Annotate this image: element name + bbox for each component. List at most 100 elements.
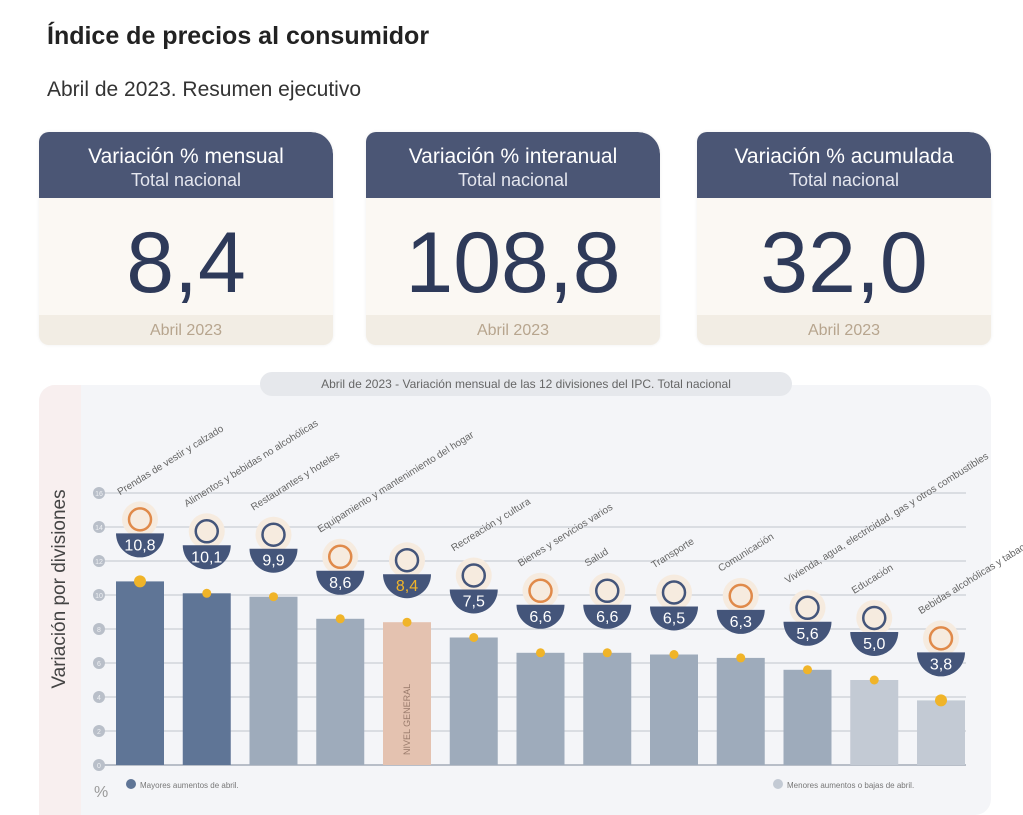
value-bowl xyxy=(516,604,565,629)
category-icon xyxy=(856,600,893,636)
category-icon xyxy=(722,577,759,614)
bar xyxy=(316,618,365,765)
category-icon xyxy=(122,501,158,538)
y-tick-label: 0 xyxy=(97,763,101,770)
value-bowl xyxy=(583,604,632,629)
legend-high: Mayores aumentos de abril. xyxy=(140,781,239,790)
category-icon xyxy=(928,626,954,651)
y-tick-label: 4 xyxy=(97,695,101,702)
value-label: 3,8 xyxy=(930,656,952,673)
bar xyxy=(116,581,164,765)
page-title: Índice de precios al consumidor xyxy=(47,22,430,50)
bar xyxy=(783,669,832,765)
category-label: Comunicación xyxy=(717,532,777,575)
category-icon xyxy=(389,542,425,579)
value-bowl xyxy=(249,548,298,573)
value-label: 6,6 xyxy=(596,609,618,626)
y-tick-marker xyxy=(93,555,105,567)
card-subtitle: Total nacional xyxy=(130,170,242,190)
card-title: Variación % interanual xyxy=(408,145,618,168)
y-tick-label: 8 xyxy=(97,627,101,634)
bar xyxy=(716,657,765,765)
value-label: 6,5 xyxy=(663,611,685,628)
y-tick-marker xyxy=(93,487,105,499)
category-icon xyxy=(455,557,492,594)
y-tick-marker xyxy=(93,589,105,601)
category-label: Bebidas alcohólicas y tabaco xyxy=(917,539,1023,617)
value-bowl xyxy=(650,606,698,631)
category-icon xyxy=(528,578,553,604)
y-tick-label: 12 xyxy=(95,559,103,566)
category-icon xyxy=(589,572,626,609)
category-label: Educación xyxy=(850,562,895,596)
value-bowl xyxy=(850,632,899,656)
category-icon xyxy=(661,580,687,605)
y-tick-label: 10 xyxy=(95,593,103,600)
category-icon xyxy=(127,507,153,532)
value-label: 10,8 xyxy=(124,537,155,554)
value-label: 8,4 xyxy=(396,578,418,595)
legend-marker-high xyxy=(126,779,136,789)
y-tick-marker xyxy=(93,623,105,635)
category-icon xyxy=(728,583,753,609)
card-period: Abril 2023 xyxy=(39,315,333,345)
card-value: 108,8 xyxy=(405,215,621,311)
category-label: Transporte xyxy=(650,536,697,571)
bar-top-dot xyxy=(602,648,612,658)
card-value: 8,4 xyxy=(126,215,246,311)
value-bowl xyxy=(316,570,365,595)
category-icon xyxy=(656,574,692,611)
bar xyxy=(182,593,231,765)
value-bowl xyxy=(716,609,765,634)
category-icon xyxy=(188,513,225,550)
card-title: Variación % mensual xyxy=(88,145,284,168)
card-accumulated: Variación % acumulada Total nacional 32,0… xyxy=(697,132,991,345)
value-bowl xyxy=(383,574,431,599)
value-label: 6,6 xyxy=(529,609,551,626)
bar xyxy=(850,680,899,765)
bar-top-dot xyxy=(202,588,212,598)
y-tick-label: 6 xyxy=(97,661,101,668)
y-tick-label: 16 xyxy=(95,491,103,498)
category-icon xyxy=(923,620,959,657)
category-icon xyxy=(255,516,292,553)
value-label: 10,1 xyxy=(191,549,222,566)
bar-top-dot xyxy=(669,650,679,659)
category-icon xyxy=(461,563,486,588)
card-monthly: Variación % mensual Total nacional 8,4 Ab… xyxy=(39,132,333,345)
category-label: Salud xyxy=(583,546,611,569)
bar-top-dot xyxy=(869,675,879,685)
category-icon xyxy=(595,578,620,604)
value-bowl xyxy=(783,621,832,646)
category-icon xyxy=(322,538,359,575)
category-icon xyxy=(194,519,219,544)
bar-top-dot xyxy=(134,575,146,588)
bar xyxy=(516,652,565,765)
page-subtitle: Abril de 2023. Resumen ejecutivo xyxy=(47,78,362,101)
category-label: Recreación y cultura xyxy=(450,496,534,554)
y-tick-label: 14 xyxy=(95,525,103,532)
bar-top-dot xyxy=(269,592,278,602)
bar-top-dot xyxy=(935,694,947,707)
card-period: Abril 2023 xyxy=(697,315,991,345)
chart-title: Abril de 2023 - Variación mensual de las… xyxy=(260,372,792,396)
bar xyxy=(449,637,498,765)
value-label: 6,3 xyxy=(730,614,752,631)
card-title: Variación % acumulada xyxy=(734,145,954,168)
category-icon xyxy=(789,589,826,626)
value-label: 8,6 xyxy=(329,575,351,592)
card-value: 32,0 xyxy=(760,215,928,311)
card-subtitle: Total nacional xyxy=(457,170,569,190)
bar xyxy=(650,654,698,765)
y-unit-label: % xyxy=(94,784,108,801)
value-label: 7,5 xyxy=(463,594,485,611)
bar xyxy=(383,622,431,765)
bar-top-dot xyxy=(335,614,345,624)
category-label: Alimentos y bebidas no alcohólicas xyxy=(183,418,321,510)
y-tick-marker xyxy=(93,657,105,669)
card-yearly: Variación % interanual Total nacional 108… xyxy=(366,132,660,345)
y-tick-marker xyxy=(93,521,105,533)
value-label: 5,6 xyxy=(796,626,818,643)
card-subtitle: Total nacional xyxy=(788,170,900,190)
category-label: Equipamiento y mantenimiento del hogar xyxy=(316,429,477,535)
